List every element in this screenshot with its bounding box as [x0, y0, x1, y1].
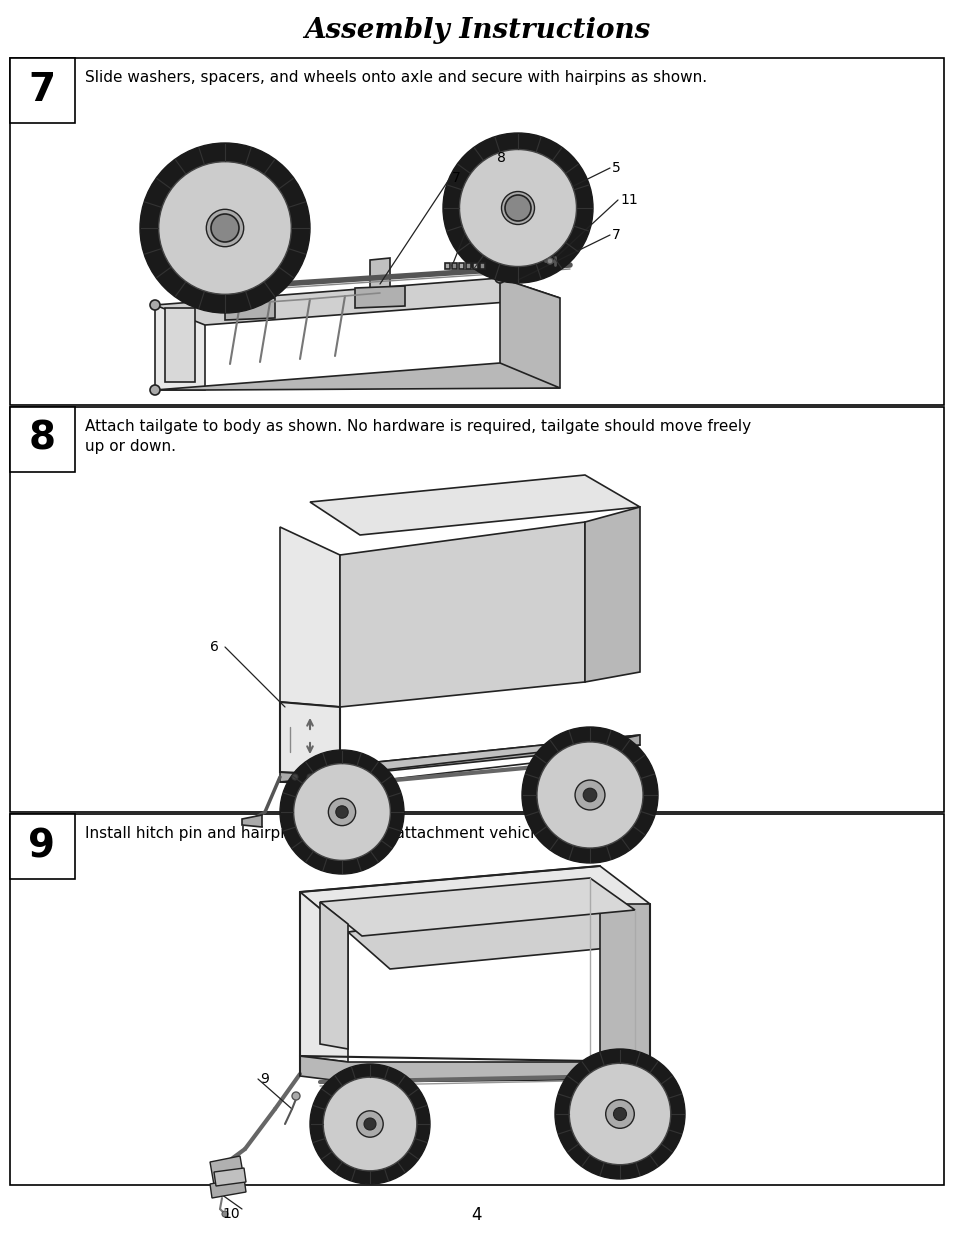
Polygon shape [499, 278, 559, 388]
Polygon shape [319, 878, 635, 936]
Circle shape [521, 727, 658, 863]
Polygon shape [225, 298, 274, 320]
Polygon shape [479, 263, 484, 269]
Circle shape [292, 1092, 299, 1100]
Text: Slide washers, spacers, and wheels onto axle and secure with hairpins as shown.: Slide washers, spacers, and wheels onto … [85, 70, 706, 85]
Text: Assembly Instructions: Assembly Instructions [304, 16, 649, 43]
Polygon shape [339, 522, 584, 706]
Circle shape [307, 774, 313, 781]
Text: 9: 9 [260, 1072, 269, 1086]
Polygon shape [280, 735, 639, 782]
Polygon shape [299, 1056, 649, 1082]
Polygon shape [280, 527, 339, 706]
Polygon shape [154, 278, 559, 325]
Bar [10, 814, 75, 879]
Circle shape [537, 742, 642, 848]
Polygon shape [280, 701, 339, 776]
Polygon shape [452, 263, 456, 269]
Bar [10, 814, 943, 1186]
Circle shape [335, 805, 348, 819]
Polygon shape [465, 263, 471, 269]
Polygon shape [280, 735, 639, 776]
Text: 7: 7 [452, 170, 460, 185]
Circle shape [323, 1077, 416, 1171]
Polygon shape [584, 508, 639, 682]
Polygon shape [154, 305, 205, 390]
Polygon shape [165, 308, 194, 382]
Circle shape [292, 774, 297, 781]
Polygon shape [370, 258, 390, 300]
Circle shape [459, 149, 576, 267]
Circle shape [613, 1108, 626, 1120]
Circle shape [140, 143, 310, 312]
Text: 8: 8 [29, 420, 55, 458]
Polygon shape [444, 263, 450, 269]
Circle shape [582, 788, 597, 802]
Circle shape [501, 191, 534, 225]
Circle shape [328, 798, 355, 826]
Bar [10, 58, 943, 405]
Polygon shape [213, 1168, 246, 1186]
Circle shape [504, 195, 531, 221]
Polygon shape [310, 475, 639, 535]
Bar [10, 408, 75, 472]
Polygon shape [299, 892, 348, 1062]
Polygon shape [355, 287, 405, 308]
Text: 4: 4 [471, 1207, 482, 1224]
Polygon shape [210, 1156, 244, 1186]
Polygon shape [348, 904, 649, 969]
Circle shape [294, 763, 390, 861]
Polygon shape [319, 902, 348, 1049]
Circle shape [280, 750, 403, 874]
Circle shape [211, 214, 239, 242]
Circle shape [495, 273, 504, 283]
Circle shape [546, 258, 553, 264]
Circle shape [336, 774, 343, 781]
Circle shape [605, 1099, 634, 1129]
Bar [10, 408, 943, 811]
Circle shape [216, 220, 233, 236]
Circle shape [158, 162, 291, 294]
Bar [10, 58, 75, 124]
Text: 9: 9 [29, 827, 55, 864]
Circle shape [356, 1110, 383, 1137]
Circle shape [322, 774, 328, 781]
Circle shape [150, 385, 160, 395]
Text: Install hitch pin and hairpin to secure to attachment vehicle.: Install hitch pin and hairpin to secure … [85, 826, 548, 841]
Text: 7: 7 [29, 70, 55, 109]
Text: Attach tailgate to body as shown. No hardware is required, tailgate should move : Attach tailgate to body as shown. No har… [85, 419, 750, 453]
Polygon shape [242, 815, 262, 827]
Text: 10: 10 [222, 1207, 239, 1221]
Circle shape [364, 1118, 375, 1130]
Circle shape [206, 209, 243, 247]
Polygon shape [154, 363, 559, 390]
Polygon shape [599, 904, 649, 1066]
Polygon shape [299, 866, 649, 932]
Circle shape [575, 781, 604, 810]
Circle shape [222, 1212, 228, 1216]
Polygon shape [458, 263, 463, 269]
Circle shape [510, 200, 525, 215]
Text: 6: 6 [210, 640, 218, 655]
Circle shape [150, 300, 160, 310]
Polygon shape [240, 270, 260, 314]
Text: 11: 11 [619, 193, 638, 207]
Polygon shape [210, 1178, 246, 1198]
Text: 7: 7 [612, 228, 620, 242]
Circle shape [569, 1063, 670, 1165]
Text: 8: 8 [497, 151, 505, 165]
Polygon shape [473, 263, 477, 269]
Circle shape [555, 1049, 684, 1179]
Circle shape [442, 133, 593, 283]
Circle shape [310, 1065, 430, 1184]
Text: 5: 5 [612, 161, 620, 175]
